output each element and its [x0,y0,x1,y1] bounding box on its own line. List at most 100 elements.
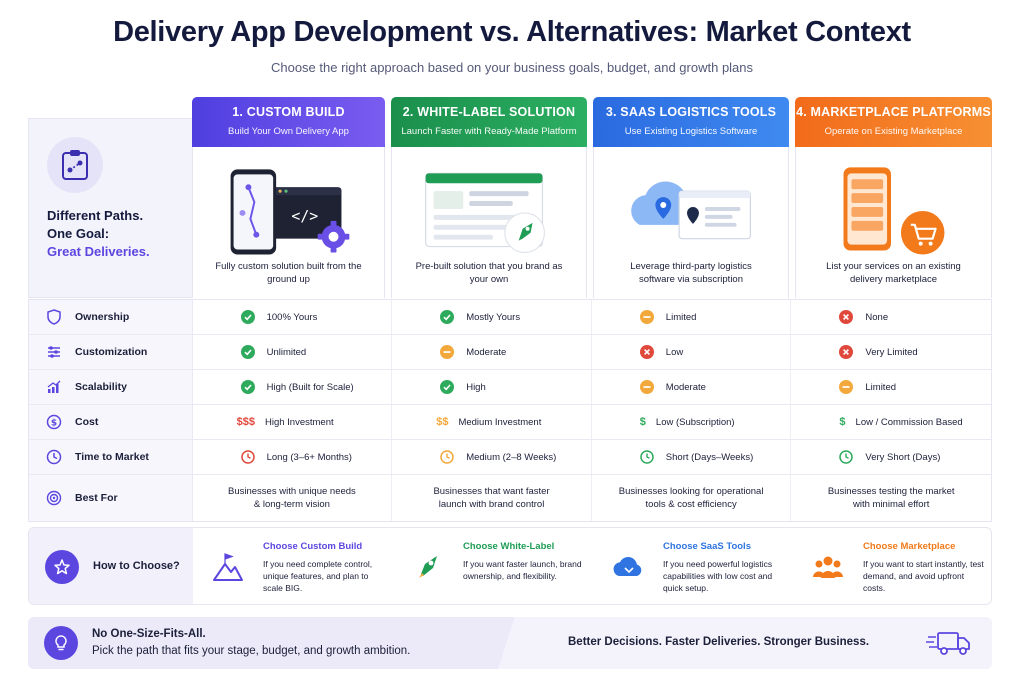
option-text: If you want faster launch, brand ownersh… [463,559,582,581]
table-cell: $$ Medium Investment [392,405,592,439]
table-cell: $ Low (Subscription) [592,405,792,439]
row-label: Scalability [29,370,193,404]
mountain-flag-icon [213,553,243,581]
intro-line-2: One Goal: [47,226,110,241]
row-label: Time to Market [29,440,193,474]
row-label: Ownership [29,300,193,334]
table-cell: Businesses that want faster launch with … [392,475,592,521]
how-to-choose-panel: How to Choose? Choose Custom Build If yo… [28,527,992,605]
table-row: Customization Unlimited Moderate Low Ver… [29,335,991,370]
cell-text: Low [665,346,684,358]
table-cell: Limited [791,370,991,404]
cell-text: Medium Investment [458,416,542,428]
footer-banner: No One-Size-Fits-All. Pick the path that… [28,617,992,669]
option-marketplace: Choose Marketplace If you want to start … [793,528,993,604]
table-cell: Businesses looking for operational tools… [592,475,792,521]
page-subtitle: Choose the right approach based on your … [270,60,754,75]
footer-heading: No One-Size-Fits-All. [92,628,206,640]
cell-text: Very Short (Days) [865,451,941,463]
star-icon [45,550,79,584]
column-subtitle: Build Your Own Delivery App [228,126,349,137]
check-icon [440,310,455,324]
cell-text: Low / Commission Based [855,416,963,428]
column-title: 2. WHITE-LABEL SOLUTION [402,105,576,119]
target-icon [45,489,63,507]
how-to-choose-label: How to Choose? [93,560,180,572]
row-label-text: Ownership [75,311,130,323]
table-cell: None [791,300,991,334]
delivery-truck-icon [926,632,970,655]
partial-icon [639,380,654,394]
table-cell: Very Limited [791,335,991,369]
shield-icon [45,308,63,326]
growth-chart-icon [45,378,63,396]
table-row: $ Cost $$$ High Investment $$ Medium Inves… [29,405,991,440]
column-header: 1. CUSTOM BUILD Build Your Own Delivery … [192,97,385,147]
row-label-text: Best For [75,492,118,504]
column-header: 3. SAAS LOGISTICS TOOLS Use Existing Log… [593,97,789,147]
cell-text: Businesses with unique needs & long-term… [228,486,356,510]
option-text: If you need complete control, unique fea… [263,559,373,593]
cost-symbol: $$ [436,416,449,428]
cross-icon [839,345,854,359]
column-subtitle: Use Existing Logistics Software [624,126,758,137]
option-saas-tools: Choose SaaS Tools If you need powerful l… [593,528,793,604]
cell-text: Limited [665,311,697,323]
cell-text: Long (3–6+ Months) [266,451,352,463]
option-title: Choose Marketplace [863,541,956,552]
option-title: Choose SaaS Tools [663,541,751,552]
phone-code-gear-icon: </> [230,169,350,255]
cell-text: Businesses testing the market with minim… [827,486,955,510]
clipboard-route-icon [47,137,103,193]
cell-text: Businesses that want faster launch with … [433,486,550,510]
row-label: Customization [29,335,193,369]
table-row: Scalability High (Built for Scale) High … [29,370,991,405]
footer-text: Pick the path that fits your stage, budg… [92,645,411,657]
column-marketplace: 4. MARKETPLACE PLATFORMS Operate on Exis… [795,97,992,298]
cell-text: Moderate [466,346,507,358]
people-icon [813,556,843,578]
cost-symbol: $ [639,416,646,428]
row-label-text: Time to Market [75,451,149,463]
table-cell: Very Short (Days) [791,440,991,474]
column-subtitle: Launch Faster with Ready-Made Platform [401,126,577,137]
sliders-icon [45,343,63,361]
cell-text: Short (Days–Weeks) [665,451,754,463]
cell-text: Medium (2–8 Weeks) [466,451,557,463]
option-text: If you want to start instantly, test dem… [863,559,984,593]
cross-icon [839,310,854,324]
column-saas: 3. SAAS LOGISTICS TOOLS Use Existing Log… [593,97,789,298]
cell-text: Mostly Yours [466,311,521,323]
rocket-icon [419,556,437,578]
svg-text:$: $ [51,419,57,429]
row-label-text: Cost [75,416,99,428]
table-cell: Businesses with unique needs & long-term… [193,475,393,521]
table-row: Best For Businesses with unique needs & … [29,475,991,521]
clock-icon [440,450,454,464]
column-header: 4. MARKETPLACE PLATFORMS Operate on Exis… [795,97,992,147]
option-text: If you need powerful logistics capabilit… [663,559,773,593]
table-cell: $ Low / Commission Based [791,405,991,439]
cell-text: Limited [865,381,897,393]
cell-text: High Investment [264,416,334,428]
column-title: 3. SAAS LOGISTICS TOOLS [605,105,777,119]
table-cell: Limited [592,300,792,334]
intro-text: Different Paths. One Goal: Great Deliver… [47,207,150,261]
column-custom-build: 1. CUSTOM BUILD Build Your Own Delivery … [192,97,385,298]
clock-icon [640,450,654,464]
cloud-map-icon [631,181,751,240]
table-cell: Long (3–6+ Months) [193,440,393,474]
column-description: List your services on an existing delive… [826,261,961,285]
check-icon [240,345,255,359]
column-description: Pre-built solution that you brand as you… [415,261,563,285]
check-icon [240,310,255,324]
cost-symbol: $$$ [236,416,255,428]
cell-text: Moderate [665,381,706,393]
lightbulb-icon [44,626,78,660]
cell-text: High [466,381,486,393]
option-title: Choose White-Label [463,541,555,552]
option-white-label: Choose White-Label If you want faster la… [393,528,593,604]
svg-text:</>: </> [291,208,318,225]
table-cell: Unlimited [193,335,393,369]
table-cell: $$$ High Investment [193,405,393,439]
